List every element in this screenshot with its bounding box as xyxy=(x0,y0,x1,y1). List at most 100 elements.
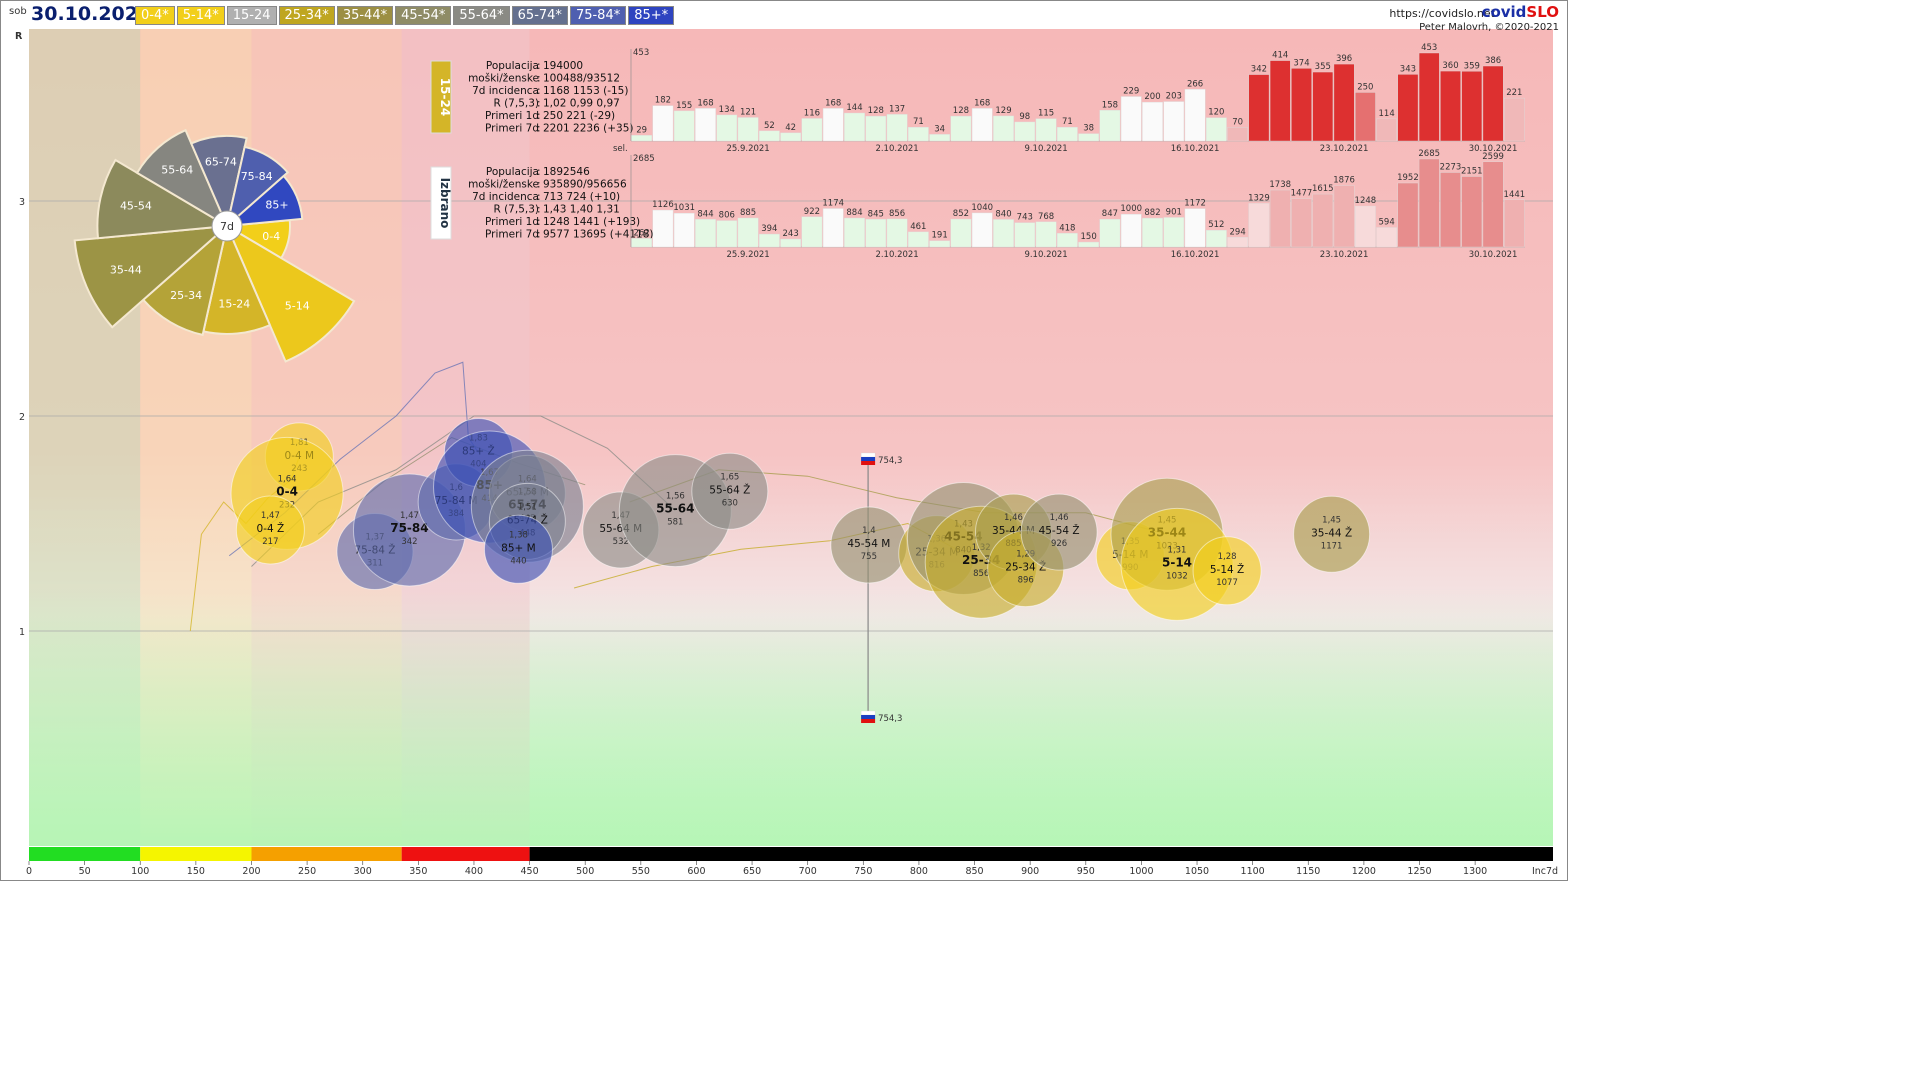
slovenia-flag-icon xyxy=(860,710,876,716)
bar xyxy=(1120,96,1142,142)
bar xyxy=(716,220,738,248)
bar xyxy=(1269,189,1291,248)
zone-bar-1 xyxy=(140,847,252,861)
panel-title-0: 15-24 xyxy=(438,78,452,116)
bar xyxy=(971,212,993,248)
x-tick-label: 450 xyxy=(521,866,539,877)
bar-value-label: 262 xyxy=(634,228,650,238)
bar-value-label: 1477 xyxy=(1291,189,1313,199)
bar-value-label: 70 xyxy=(1232,117,1243,127)
bar-value-label: 1952 xyxy=(1397,173,1419,183)
bubble-r-label: 1,29 xyxy=(1016,550,1035,560)
bar xyxy=(1206,230,1227,248)
pie-slice-label: 35-44 xyxy=(110,264,142,277)
legend-item-9[interactable]: 85+* xyxy=(628,6,675,25)
stat-colon: : xyxy=(537,191,541,203)
bar xyxy=(631,238,652,248)
x-tick-label: 250 xyxy=(298,866,316,877)
plot-green-fade xyxy=(29,588,1553,846)
zone-bar-3 xyxy=(401,847,530,861)
bar xyxy=(886,218,908,248)
x-tick-label: 800 xyxy=(910,866,928,877)
panel-date-label: 25.9.2021 xyxy=(726,144,769,154)
bar xyxy=(1120,214,1142,248)
bar-value-label: 594 xyxy=(1379,218,1395,228)
bar xyxy=(844,217,865,248)
x-tick-label: 400 xyxy=(465,866,483,877)
x-tick-label: 200 xyxy=(242,866,260,877)
y-axis-label: R xyxy=(15,31,23,42)
bar xyxy=(1184,208,1206,248)
bubble-r-label: 1,31 xyxy=(1168,545,1187,555)
bar xyxy=(1291,68,1312,142)
bar-value-label: 2273 xyxy=(1440,163,1462,173)
stat-key: Primeri 1d xyxy=(485,216,539,228)
pie-slice-75-84 xyxy=(225,145,290,229)
pie-slice-label: 25-34 xyxy=(170,289,202,302)
bar-value-label: 203 xyxy=(1166,92,1182,102)
legend-item-5[interactable]: 45-54* xyxy=(395,6,452,25)
legend-item-2[interactable]: 15-24 xyxy=(226,6,277,25)
bubble-45-54-Ž xyxy=(1020,493,1098,571)
bar xyxy=(1418,158,1440,248)
site-url[interactable]: https://covidslo.net xyxy=(1389,7,1495,20)
legend-item-4[interactable]: 35-44* xyxy=(336,6,394,25)
y-tick-label: 3 xyxy=(19,197,25,208)
zone-bar-2 xyxy=(251,847,402,861)
bar-value-label: 38 xyxy=(1083,124,1094,134)
legend-item-8[interactable]: 75-84* xyxy=(569,6,627,25)
bubble-inc-label: 896 xyxy=(1018,576,1034,586)
bar xyxy=(737,217,759,248)
bar xyxy=(1248,74,1270,142)
bar xyxy=(1461,71,1483,142)
stat-colon: : xyxy=(537,179,541,191)
bubble-r-label: 1,45 xyxy=(1322,515,1341,525)
bar xyxy=(1376,227,1397,248)
bar xyxy=(1482,161,1504,248)
bar-value-label: 806 xyxy=(719,211,735,221)
stat-value: 1,02 0,99 0,97 xyxy=(543,98,620,110)
panel-date-label: 30.10.2021 xyxy=(1469,144,1518,154)
panel-date-label: 2.10.2021 xyxy=(875,144,918,154)
bubble-inc-label: 1032 xyxy=(1166,571,1188,581)
stat-value: 250 221 (-29) xyxy=(543,110,615,122)
panel-title-1: Izbrano xyxy=(438,178,452,229)
bubble-85+-M xyxy=(483,514,553,584)
x-tick-label: 750 xyxy=(854,866,872,877)
x-tick-label: 1100 xyxy=(1241,866,1265,877)
bar xyxy=(1355,205,1376,248)
panel-date-label: 30.10.2021 xyxy=(1469,250,1518,260)
bar-value-label: 144 xyxy=(846,103,862,113)
stat-colon: : xyxy=(537,73,541,85)
stat-value: 1892546 xyxy=(543,166,590,178)
bar xyxy=(1482,65,1504,142)
legend-item-0[interactable]: 0-4* xyxy=(135,6,175,25)
legend-item-1[interactable]: 5-14* xyxy=(176,6,225,25)
slovenia-flag-icon xyxy=(861,715,876,719)
bar xyxy=(1035,221,1057,248)
bar xyxy=(759,130,780,142)
bar-value-label: 294 xyxy=(1230,227,1246,237)
bar xyxy=(1206,117,1227,142)
slovenia-flag-icon xyxy=(861,457,876,461)
legend-item-7[interactable]: 65-74* xyxy=(511,6,568,25)
bar xyxy=(780,132,801,142)
stat-value: 1168 1153 (-15) xyxy=(543,85,628,97)
x-tick-label: 650 xyxy=(743,866,761,877)
bar xyxy=(822,208,844,248)
bubble-name: 35-44 Ž xyxy=(1311,526,1352,539)
bubble-inc-label: 926 xyxy=(1051,539,1067,549)
bar-value-label: 2599 xyxy=(1482,152,1504,162)
stat-key: Populacija xyxy=(486,166,539,178)
bar xyxy=(950,218,972,248)
bar-value-label: 114 xyxy=(1379,109,1395,119)
bubble-name: 0-4 Ž xyxy=(257,522,285,535)
slovenia-flag-icon xyxy=(861,461,876,465)
legend-item-3[interactable]: 25-34* xyxy=(278,6,335,25)
legend-item-6[interactable]: 55-64* xyxy=(453,6,510,25)
bubble-inc-label: 581 xyxy=(667,518,683,528)
bubble-r-label: 1,46 xyxy=(1050,513,1069,523)
bar xyxy=(1312,193,1334,248)
stat-key: R (7,5,3) xyxy=(493,204,539,216)
bar-value-label: 343 xyxy=(1400,64,1416,74)
